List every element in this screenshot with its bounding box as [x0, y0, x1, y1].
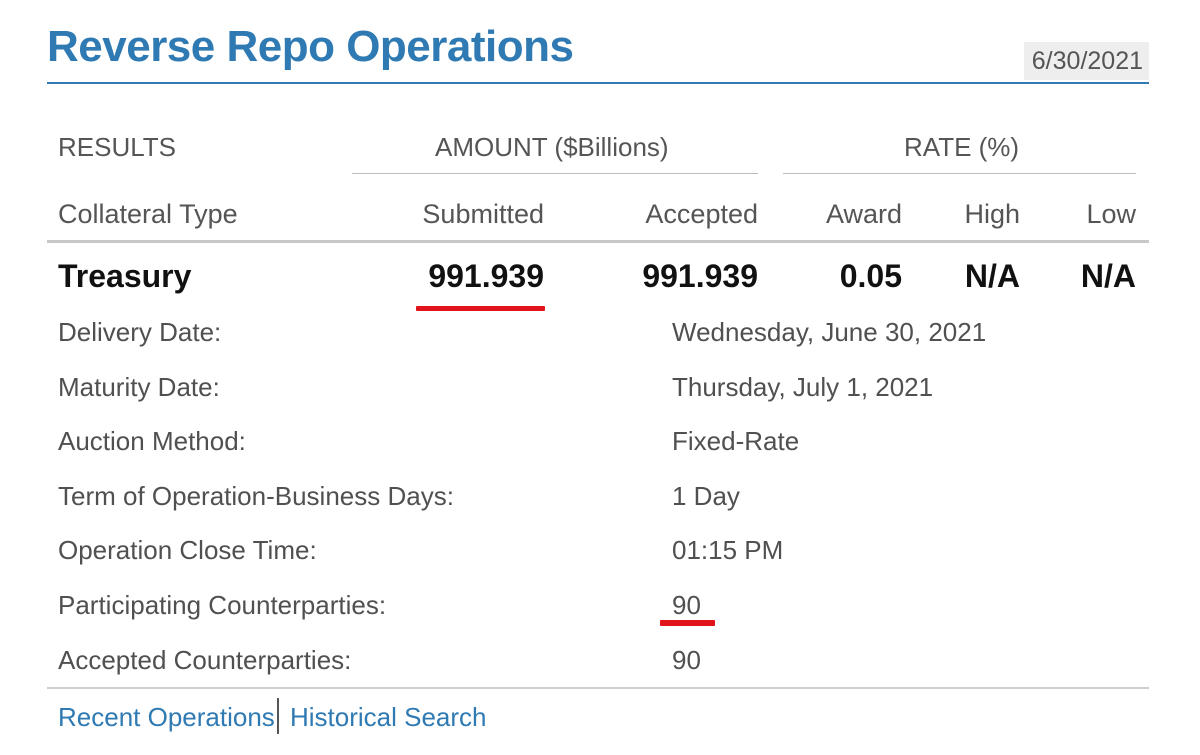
close-time-label: Operation Close Time:	[58, 535, 317, 565]
footer-divider	[47, 687, 1149, 689]
col-accepted: Accepted	[645, 199, 758, 229]
header-divider	[47, 240, 1149, 243]
maturity-date-label: Maturity Date:	[58, 372, 220, 402]
reverse-repo-panel: Reverse Repo Operations 6/30/2021 RESULT…	[47, 0, 1149, 755]
col-award: Award	[825, 199, 902, 229]
col-high: High	[964, 199, 1020, 229]
row-low-rate: N/A	[1080, 258, 1136, 294]
row-collateral-type: Treasury	[58, 258, 192, 294]
title-divider	[47, 82, 1149, 84]
counterparties-highlight-underline	[660, 620, 715, 626]
amount-group-divider	[352, 173, 758, 174]
recent-operations-link[interactable]: Recent Operations	[58, 702, 275, 732]
rate-group-divider	[783, 173, 1136, 174]
footer-link-separator	[277, 698, 279, 734]
operation-date-badge: 6/30/2021	[1023, 42, 1149, 80]
term-value: 1 Day	[672, 481, 740, 511]
row-submitted-amount: 991.939	[428, 258, 544, 294]
historical-search-link[interactable]: Historical Search	[290, 702, 487, 732]
accepted-counterparties-label: Accepted Counterparties:	[58, 645, 352, 675]
col-low: Low	[1086, 199, 1136, 229]
amount-group-header: AMOUNT ($Billions)	[435, 132, 669, 162]
col-collateral-type: Collateral Type	[58, 199, 238, 229]
col-submitted: Submitted	[422, 199, 544, 229]
delivery-date-value: Wednesday, June 30, 2021	[672, 317, 987, 347]
submitted-highlight-underline	[416, 306, 545, 311]
rate-group-header: RATE (%)	[904, 132, 1020, 162]
row-accepted-amount: 991.939	[642, 258, 758, 294]
maturity-date-value: Thursday, July 1, 2021	[672, 372, 934, 402]
page-title: Reverse Repo Operations	[47, 22, 574, 71]
delivery-date-label: Delivery Date:	[58, 317, 222, 347]
auction-method-value: Fixed-Rate	[672, 426, 800, 456]
participating-counterparties-label: Participating Counterparties:	[58, 590, 387, 620]
row-award-rate: 0.05	[839, 258, 902, 294]
participating-counterparties-value: 90	[672, 590, 701, 620]
results-label: RESULTS	[58, 132, 176, 162]
accepted-counterparties-value: 90	[672, 645, 701, 675]
close-time-value: 01:15 PM	[672, 535, 784, 565]
term-label: Term of Operation-Business Days:	[58, 481, 454, 511]
row-high-rate: N/A	[964, 258, 1020, 294]
auction-method-label: Auction Method:	[58, 426, 246, 456]
